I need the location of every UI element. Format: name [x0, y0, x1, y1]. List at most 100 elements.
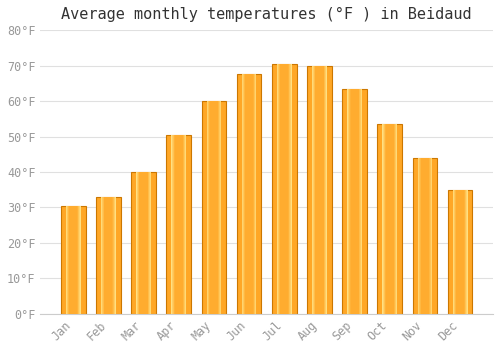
Title: Average monthly temperatures (°F ) in Beidaud: Average monthly temperatures (°F ) in Be…: [62, 7, 472, 22]
Bar: [104, 197, 112, 314]
Bar: [66, 206, 80, 314]
Bar: [278, 64, 290, 314]
Bar: [68, 206, 78, 314]
Bar: [386, 124, 394, 314]
Bar: [68, 206, 78, 314]
Bar: [348, 89, 362, 314]
Bar: [102, 197, 115, 314]
Bar: [348, 89, 362, 314]
Bar: [174, 135, 184, 314]
Bar: [172, 135, 186, 314]
Bar: [67, 206, 80, 314]
Bar: [280, 64, 288, 314]
Bar: [412, 158, 438, 314]
Bar: [350, 89, 360, 314]
Bar: [210, 101, 218, 314]
Bar: [386, 124, 394, 314]
Bar: [280, 64, 288, 314]
Bar: [242, 75, 256, 314]
Bar: [138, 172, 150, 314]
Bar: [350, 89, 358, 314]
Bar: [453, 190, 467, 314]
Bar: [68, 206, 79, 314]
Bar: [386, 124, 394, 314]
Bar: [207, 101, 221, 314]
Bar: [420, 158, 430, 314]
Bar: [385, 124, 394, 314]
Bar: [102, 197, 115, 314]
Bar: [342, 89, 367, 314]
Bar: [208, 101, 220, 314]
Bar: [102, 197, 115, 314]
Bar: [280, 64, 289, 314]
Bar: [208, 101, 220, 314]
Bar: [386, 124, 394, 314]
Bar: [208, 101, 220, 314]
Bar: [174, 135, 183, 314]
Bar: [68, 206, 78, 314]
Bar: [103, 197, 114, 314]
Bar: [314, 65, 324, 314]
Bar: [456, 190, 464, 314]
Bar: [210, 101, 218, 314]
Bar: [244, 75, 254, 314]
Bar: [384, 124, 396, 314]
Bar: [208, 101, 219, 314]
Bar: [245, 75, 253, 314]
Bar: [454, 190, 466, 314]
Bar: [278, 64, 290, 314]
Bar: [172, 135, 186, 314]
Bar: [173, 135, 184, 314]
Bar: [420, 158, 430, 314]
Bar: [208, 101, 220, 314]
Bar: [137, 172, 150, 314]
Bar: [174, 135, 183, 314]
Bar: [104, 197, 113, 314]
Bar: [383, 124, 397, 314]
Bar: [421, 158, 429, 314]
Bar: [278, 64, 290, 314]
Bar: [174, 135, 184, 314]
Bar: [454, 190, 466, 314]
Bar: [418, 158, 432, 314]
Bar: [206, 101, 222, 314]
Bar: [101, 197, 116, 314]
Bar: [279, 64, 289, 314]
Bar: [243, 75, 255, 314]
Bar: [347, 89, 362, 314]
Bar: [313, 65, 326, 314]
Bar: [280, 64, 288, 314]
Bar: [102, 197, 115, 314]
Bar: [175, 135, 182, 314]
Bar: [453, 190, 467, 314]
Bar: [207, 101, 221, 314]
Bar: [456, 190, 464, 314]
Bar: [174, 135, 184, 314]
Bar: [454, 190, 467, 314]
Bar: [456, 190, 465, 314]
Bar: [384, 124, 395, 314]
Bar: [314, 65, 324, 314]
Bar: [244, 75, 254, 314]
Bar: [456, 190, 465, 314]
Bar: [138, 172, 148, 314]
Bar: [279, 64, 289, 314]
Bar: [68, 206, 79, 314]
Bar: [350, 89, 359, 314]
Bar: [138, 172, 149, 314]
Bar: [419, 158, 431, 314]
Bar: [138, 172, 149, 314]
Bar: [383, 124, 396, 314]
Bar: [455, 190, 466, 314]
Bar: [314, 65, 325, 314]
Bar: [244, 75, 254, 314]
Bar: [351, 89, 358, 314]
Bar: [138, 172, 148, 314]
Bar: [382, 124, 397, 314]
Bar: [173, 135, 184, 314]
Bar: [384, 124, 396, 314]
Bar: [102, 197, 115, 314]
Bar: [68, 206, 78, 314]
Bar: [419, 158, 431, 314]
Bar: [242, 75, 256, 314]
